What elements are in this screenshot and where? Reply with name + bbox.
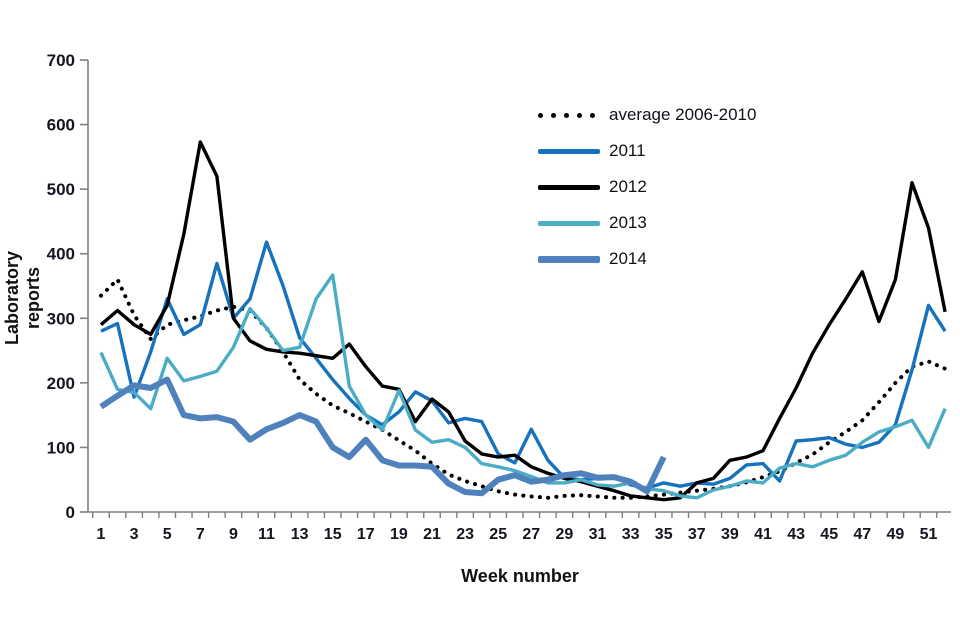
x-tick-label: 5 xyxy=(163,526,172,543)
legend-label-average: average 2006-2010 xyxy=(609,105,757,124)
y-tick-label: 200 xyxy=(47,374,75,393)
legend-item-2012: 2012 xyxy=(538,169,756,205)
x-tick-label: 31 xyxy=(589,526,607,543)
y-tick-label: 0 xyxy=(66,503,75,522)
x-tick-label: 7 xyxy=(196,526,205,543)
x-tick-label: 23 xyxy=(456,526,474,543)
x-tick-label: 33 xyxy=(622,526,640,543)
x-tick-label: 47 xyxy=(853,526,871,543)
legend-item-2013: 2013 xyxy=(538,205,756,241)
x-tick-label: 13 xyxy=(291,526,309,543)
legend-swatch-average-dotted-line xyxy=(538,112,600,118)
legend-label-2012: 2012 xyxy=(609,177,647,196)
legend: average 2006-2010 2011 2012 2013 2014 xyxy=(538,97,756,277)
x-tick-label: 9 xyxy=(229,526,238,543)
x-tick-label: 41 xyxy=(754,526,772,543)
x-tick-label: 51 xyxy=(920,526,938,543)
x-tick-label: 37 xyxy=(688,526,706,543)
x-tick-label: 45 xyxy=(820,526,838,543)
legend-item-average: average 2006-2010 xyxy=(538,97,756,133)
legend-swatch-2012-line xyxy=(538,184,600,190)
x-tick-label: 1 xyxy=(97,526,106,543)
x-tick-label: 11 xyxy=(258,526,275,543)
y-tick-label: 300 xyxy=(47,309,75,328)
y-tick-label: 500 xyxy=(47,180,75,199)
y-tick-label: 100 xyxy=(47,438,75,457)
x-axis-title: Week number xyxy=(461,566,579,586)
y-tick-label: 600 xyxy=(47,116,75,135)
series-2011-line xyxy=(100,240,947,490)
legend-swatch-2014-line xyxy=(538,255,600,263)
x-tick-label: 15 xyxy=(324,526,342,543)
x-tick-label: 19 xyxy=(390,526,408,543)
legend-label-2013: 2013 xyxy=(609,213,647,232)
series-2014-line xyxy=(99,376,667,497)
x-tick-label: 43 xyxy=(787,526,805,543)
y-tick-label: 700 xyxy=(47,51,75,70)
legend-label-2014: 2014 xyxy=(609,249,647,268)
legend-label-2011: 2011 xyxy=(609,141,646,160)
x-tick-label: 49 xyxy=(887,526,905,543)
legend-swatch-2013-line xyxy=(538,220,600,226)
x-tick-label: 17 xyxy=(357,526,375,543)
legend-item-2011: 2011 xyxy=(538,133,756,169)
y-tick-label: 400 xyxy=(47,245,75,264)
series-2013-line xyxy=(99,273,947,500)
y-axis-title: Laboratory reports xyxy=(2,250,43,346)
x-tick-label: 3 xyxy=(130,526,139,543)
x-tick-label: 39 xyxy=(721,526,739,543)
legend-item-2014: 2014 xyxy=(538,241,756,277)
x-tick-label: 29 xyxy=(556,526,574,543)
x-tick-label: 25 xyxy=(489,526,507,543)
x-tick-label: 35 xyxy=(655,526,673,543)
legend-swatch-2011-line xyxy=(538,148,600,154)
x-tick-label: 27 xyxy=(522,526,540,543)
x-tick-label: 21 xyxy=(423,526,441,543)
